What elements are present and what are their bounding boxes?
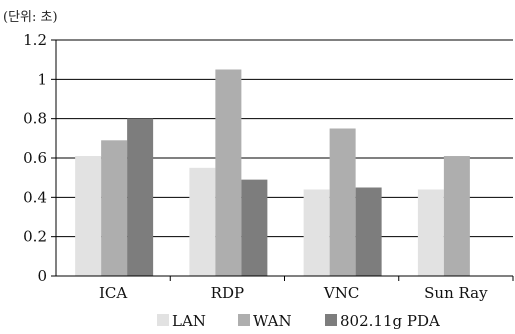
x-category-label: RDP — [211, 284, 244, 302]
bar-wan-vnc — [329, 128, 356, 276]
y-tick-label: 0 — [37, 267, 47, 285]
x-category-label: Sun Ray — [424, 284, 488, 302]
bar-lan-sun-ray — [417, 189, 444, 276]
legend-swatch-lan — [157, 314, 169, 326]
legend-swatch-802-11g-pda — [325, 314, 337, 326]
y-axis-ticks: 0 0.2 0.4 0.6 0.8 1 1.2 — [23, 31, 56, 285]
bar-lan-vnc — [303, 189, 330, 276]
x-category-label: ICA — [99, 284, 127, 302]
bar-802-11g-pda-rdp — [241, 179, 268, 276]
legend-label: 802.11g PDA — [340, 312, 440, 330]
bar-802-11g-pda-ica — [127, 118, 154, 277]
axes — [55, 40, 514, 281]
y-tick-label: 1 — [37, 70, 47, 88]
legend: LAN WAN 802.11g PDA — [157, 312, 440, 330]
bar-802-11g-pda-vnc — [355, 187, 382, 276]
y-tick-label: 0.4 — [23, 188, 47, 206]
unit-label: (단위: 초) — [3, 10, 58, 25]
y-tick-label: 0.2 — [23, 228, 47, 246]
y-tick-label: 1.2 — [23, 31, 47, 49]
bar-wan-ica — [101, 140, 128, 276]
x-axis-labels: ICA RDP VNC Sun Ray — [99, 284, 488, 302]
bar-wan-rdp — [215, 69, 242, 276]
y-tick-label: 0.6 — [23, 149, 47, 167]
bar-lan-ica — [75, 156, 102, 276]
bar-wan-sun-ray — [443, 156, 470, 276]
y-tick-label: 0.8 — [23, 110, 47, 128]
legend-label: WAN — [253, 312, 292, 330]
legend-swatch-wan — [238, 314, 250, 326]
bars — [75, 69, 470, 277]
x-category-label: VNC — [323, 284, 359, 302]
legend-label: LAN — [172, 312, 206, 330]
bar-lan-rdp — [189, 167, 216, 276]
